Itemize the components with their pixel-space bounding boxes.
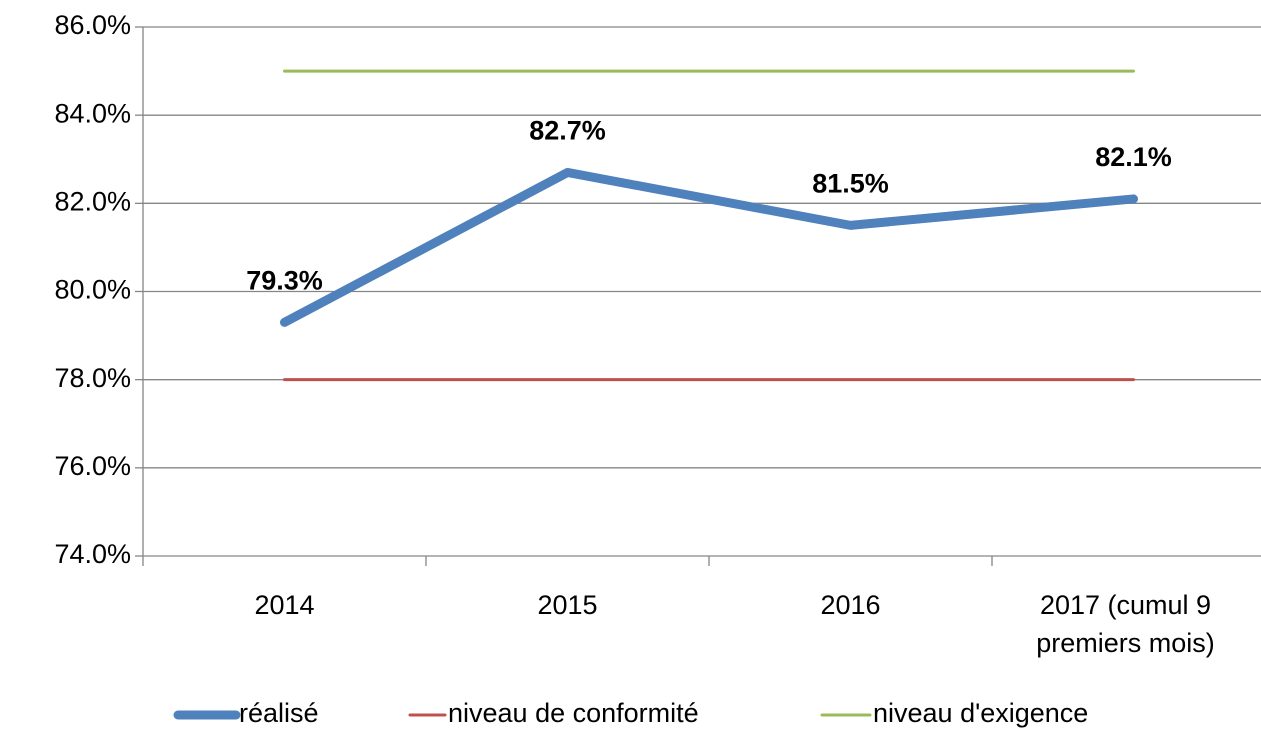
series-line: [280, 167, 1138, 327]
data-label: 82.7%: [529, 116, 606, 146]
legend-label: niveau d'exigence: [873, 698, 1088, 728]
x-tick-label: 2016: [820, 590, 881, 620]
y-tick-label: 82.0%: [54, 186, 131, 216]
data-label: 82.1%: [1095, 142, 1172, 172]
y-tick-label: 86.0%: [54, 10, 131, 40]
x-tick-label: 2017 (cumul 9 premiers mois): [1036, 590, 1215, 658]
y-tick-label: 76.0%: [54, 451, 131, 481]
data-label: 79.3%: [246, 265, 323, 295]
x-tick-label: 2015: [537, 590, 598, 620]
y-tick-label: 84.0%: [54, 98, 131, 128]
y-tick-label: 74.0%: [54, 539, 131, 569]
y-tick-label: 80.0%: [54, 275, 131, 305]
legend-label: réalisé: [239, 698, 319, 728]
data-label: 81.5%: [812, 169, 889, 199]
legend-label: niveau de conformité: [448, 698, 699, 728]
x-tick-label: 2014: [254, 590, 315, 620]
y-tick-label: 78.0%: [54, 363, 131, 393]
